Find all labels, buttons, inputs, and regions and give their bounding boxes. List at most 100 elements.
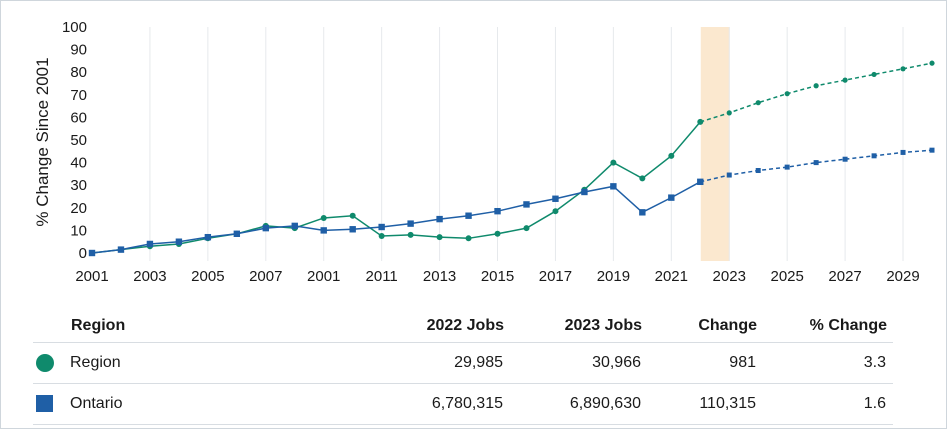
row-name: Ontario [70,394,123,412]
data-point [146,240,154,248]
data-point [900,149,906,155]
data-point [929,147,935,153]
data-point [523,201,530,208]
data-point [117,246,125,253]
y-tick-label: 30 [70,177,87,194]
cell-change: 110,315 [642,383,757,425]
data-point [813,160,819,166]
data-point [465,235,472,242]
series-line [91,181,701,254]
y-tick-label: 20 [70,200,87,217]
cell-change: 981 [642,342,757,384]
data-point [755,168,761,174]
data-point [407,231,414,238]
x-tick-label: 2025 [770,268,803,285]
header-2023-jobs: 2023 Jobs [504,309,642,343]
data-point [610,159,617,166]
data-point [871,71,877,78]
data-point [552,195,559,202]
header-change: Change [642,309,757,343]
x-tick-label: 2023 [713,268,746,285]
y-tick-label: 0 [79,245,87,262]
data-point [175,238,183,245]
data-point [552,208,559,215]
cell-pct-change: 3.3 [757,342,887,384]
data-point [378,223,385,231]
data-point [784,164,790,170]
data-point [291,222,298,230]
y-tick-label: 40 [70,155,87,172]
summary-table: Region 2022 Jobs 2023 Jobs Change % Chan… [33,309,893,425]
data-point [436,215,443,223]
x-tick-label: 2017 [539,268,572,285]
series-projection-line [700,62,933,123]
x-tick-label: 2015 [481,268,514,285]
y-tick-label: 50 [70,132,87,149]
y-tick-label: 90 [70,42,87,59]
row-name: Region [70,353,121,371]
cell-2022-jobs: 6,780,315 [311,383,504,425]
region-circle-icon [36,353,54,372]
data-point [465,212,472,219]
data-point [262,224,269,232]
data-point [842,156,848,162]
data-point [320,214,327,221]
data-point [842,77,848,83]
data-point [407,220,414,227]
grid-layer [149,27,904,261]
data-point [668,152,675,159]
data-point [697,118,704,125]
data-point [494,230,501,237]
data-point [349,212,356,219]
cell-2023-jobs: 6,890,630 [504,383,642,425]
y-axis-title: % Change Since 2001 [33,57,52,226]
y-tick-label: 70 [70,87,87,104]
x-tick-label: 2001 [307,268,340,285]
x-tick-label: 2021 [655,268,688,285]
header-2022-jobs: 2022 Jobs [311,309,504,343]
x-tick-label: 2013 [423,268,456,285]
cell-pct-change: 1.6 [757,383,887,425]
data-point [784,91,790,97]
x-tick-label: 2019 [597,268,630,285]
data-point [929,60,935,66]
data-point [349,226,356,233]
table-row: Ontario 6,780,315 6,890,630 110,315 1.6 [33,383,893,425]
cell-2022-jobs: 29,985 [311,342,504,384]
data-point [900,66,906,72]
table-row: Region 29,985 30,966 981 3.3 [33,342,893,384]
series-ontario [88,147,935,257]
series-projection-line [700,149,933,183]
data-point [204,233,212,241]
x-tick-label: 2011 [366,268,398,285]
data-point [378,233,385,240]
table-header-row: Region 2022 Jobs 2023 Jobs Change % Chan… [33,309,893,343]
data-point [668,194,675,201]
cell-2023-jobs: 30,966 [504,342,642,384]
data-point [610,183,617,190]
x-tick-label: 2001 [75,268,108,285]
header-region: Region [33,309,311,343]
y-tick-label: 80 [70,64,87,81]
x-tick-label: 2007 [249,268,282,285]
x-tick-label: 2003 [133,268,166,285]
data-point [726,110,732,116]
ontario-square-icon [36,395,53,413]
data-point [494,207,501,215]
data-point [813,83,819,89]
y-tick-labels: 0 10 20 30 40 50 60 70 80 90 100 [62,19,87,262]
data-point [697,178,704,186]
series-region [89,60,935,256]
series-line [91,121,701,254]
data-point [755,100,761,106]
data-point [523,225,530,232]
data-point [233,230,241,237]
data-point [436,234,443,241]
y-tick-label: 60 [70,109,87,126]
data-point [639,209,646,216]
x-tick-labels: 2001 2003 2005 2007 2001 2011 2013 2015 2017 2019… [75,268,919,285]
data-point [639,175,646,182]
x-tick-label: 2029 [886,268,919,285]
y-tick-label: 100 [62,19,87,36]
